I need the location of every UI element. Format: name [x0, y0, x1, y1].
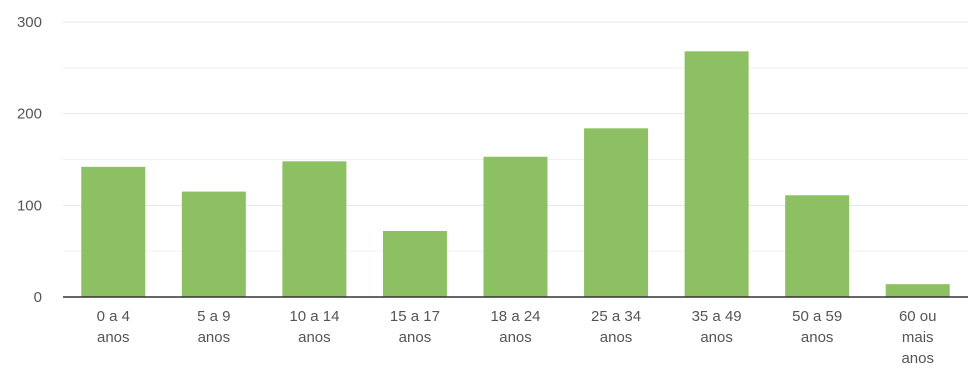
x-category-label: 25 a 34 anos	[591, 308, 641, 346]
bar	[584, 128, 649, 297]
bar	[382, 231, 447, 297]
bar	[483, 156, 548, 297]
y-tick-label: 200	[17, 106, 42, 123]
x-category-label: 35 a 49 anos	[692, 308, 742, 346]
x-category-label: 18 a 24 anos	[490, 308, 540, 346]
y-tick-label: 0	[34, 289, 42, 306]
x-category-labels: 0 a 4 anos 5 a 9 anos 10 a 14 anos 15 a 17 anos…	[97, 308, 937, 367]
y-tick-label: 100	[17, 197, 42, 214]
bar	[785, 195, 850, 297]
x-category-label: 0 a 4 anos	[97, 308, 130, 346]
x-category-label: 15 a 17 anos	[390, 308, 440, 346]
bar	[684, 51, 749, 298]
x-category-label: 60 ou mais anos	[899, 308, 937, 367]
y-tick-label: 300	[17, 14, 42, 31]
x-category-label: 5 a 9 anos	[197, 308, 230, 346]
bar	[885, 284, 950, 297]
bar	[282, 161, 347, 297]
bar	[181, 191, 246, 297]
bars	[81, 51, 950, 298]
y-tick-labels: 0 100 200 300	[17, 14, 42, 306]
x-category-label: 10 a 14 anos	[289, 308, 339, 346]
bar	[81, 166, 146, 297]
x-category-label: 50 a 59 anos	[792, 308, 842, 346]
